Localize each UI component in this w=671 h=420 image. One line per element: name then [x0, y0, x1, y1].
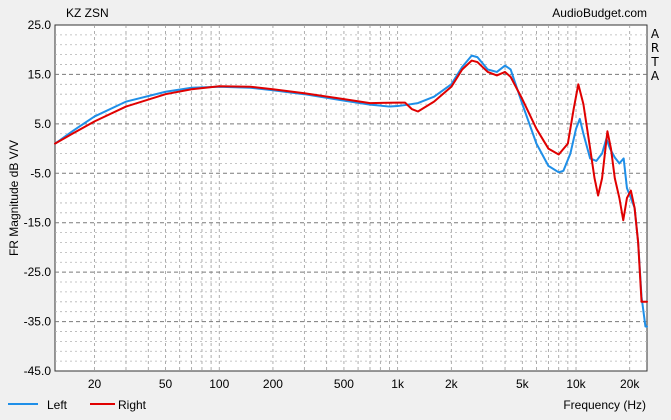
y-tick-label: -45.0	[24, 364, 52, 378]
legend: Left Right	[8, 398, 147, 412]
arta-letter-3: T	[650, 55, 659, 69]
grid	[55, 25, 647, 371]
y-tick-label: -5.0	[30, 166, 51, 180]
y-tick-label: 25.0	[28, 18, 52, 32]
x-tick-label: 10k	[566, 377, 586, 391]
x-tick-label: 20k	[620, 377, 640, 391]
x-axis-label: Frequency (Hz)	[563, 398, 646, 412]
series-line-right	[54, 59, 648, 303]
y-tick-label: -15.0	[24, 216, 52, 230]
y-tick-label: -35.0	[24, 315, 52, 329]
x-tick-label: 2k	[445, 377, 459, 391]
chart-title: KZ ZSN	[66, 6, 109, 20]
watermark: AudioBudget.com	[552, 6, 647, 20]
legend-left-label: Left	[47, 398, 68, 412]
series-layer	[54, 54, 648, 328]
arta-label: A R T A	[650, 27, 660, 83]
x-tick-label: 1k	[391, 377, 405, 391]
arta-letter-4: A	[651, 69, 660, 83]
plot-area	[54, 24, 648, 372]
arta-letter-1: A	[651, 27, 660, 41]
y-tick-label: 5.0	[34, 117, 51, 131]
y-tick-label: 15.0	[28, 67, 52, 81]
x-tick-label: 200	[263, 377, 283, 391]
y-axis-label: FR Magnitude dB V/V	[7, 140, 21, 256]
x-tick-label: 50	[159, 377, 173, 391]
x-tick-label: 500	[334, 377, 354, 391]
legend-right-label: Right	[118, 398, 147, 412]
x-tick-label: 100	[209, 377, 229, 391]
arta-letter-2: R	[651, 41, 659, 55]
tick-labels: 20 50 100 200 500 1k 2k 5k 10k 20k 25.0 15.0 5.0 -5.0…	[24, 18, 641, 391]
y-tick-label: -25.0	[24, 265, 52, 279]
x-tick-label: 20	[88, 377, 102, 391]
x-tick-label: 5k	[516, 377, 530, 391]
